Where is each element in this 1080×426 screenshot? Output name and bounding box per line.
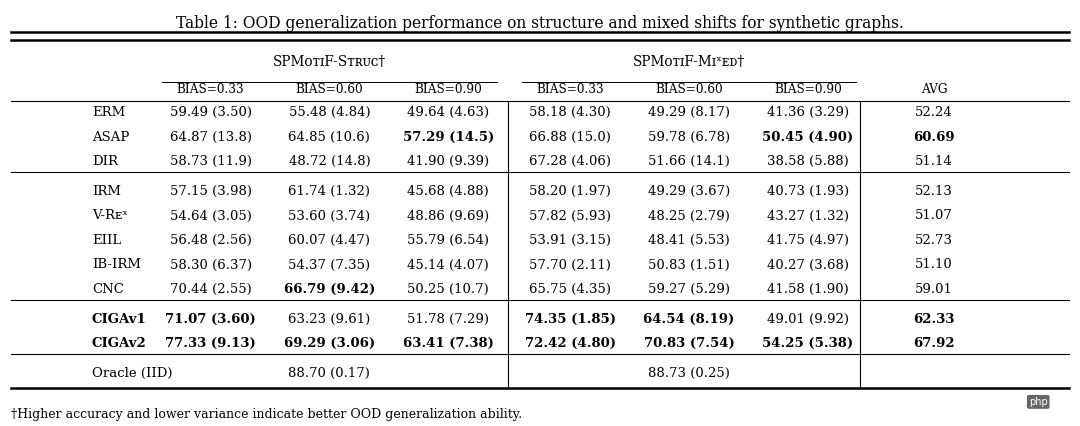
Text: 61.74 (1.32): 61.74 (1.32) (288, 185, 370, 198)
Text: 52.13: 52.13 (915, 185, 954, 198)
Text: 64.54 (8.19): 64.54 (8.19) (644, 313, 734, 325)
Text: 49.64 (4.63): 49.64 (4.63) (407, 106, 489, 119)
Text: 51.78 (7.29): 51.78 (7.29) (407, 313, 489, 325)
Text: Oracle (IID): Oracle (IID) (92, 367, 173, 380)
Text: 54.64 (3.05): 54.64 (3.05) (170, 210, 252, 222)
Text: 57.82 (5.93): 57.82 (5.93) (529, 210, 611, 222)
Text: IB-IRM: IB-IRM (92, 259, 140, 271)
Text: 57.70 (2.11): 57.70 (2.11) (529, 259, 611, 271)
Text: 54.25 (5.38): 54.25 (5.38) (762, 337, 853, 350)
Text: php: php (1029, 397, 1048, 407)
Text: 48.41 (5.53): 48.41 (5.53) (648, 234, 730, 247)
Text: 52.73: 52.73 (915, 234, 954, 247)
Text: 88.70 (0.17): 88.70 (0.17) (288, 367, 370, 380)
Text: 49.29 (3.67): 49.29 (3.67) (648, 185, 730, 198)
Text: 58.30 (6.37): 58.30 (6.37) (170, 259, 252, 271)
Text: 66.79 (9.42): 66.79 (9.42) (284, 283, 375, 296)
Text: 72.42 (4.80): 72.42 (4.80) (525, 337, 616, 350)
Text: BIAS=0.33: BIAS=0.33 (177, 83, 244, 96)
Text: 51.10: 51.10 (916, 259, 953, 271)
Text: AVG: AVG (921, 83, 947, 96)
Text: IRM: IRM (92, 185, 121, 198)
Text: 58.73 (11.9): 58.73 (11.9) (170, 155, 252, 168)
Text: 60.07 (4.47): 60.07 (4.47) (288, 234, 370, 247)
Text: 49.01 (9.92): 49.01 (9.92) (767, 313, 849, 325)
Text: 43.27 (1.32): 43.27 (1.32) (767, 210, 849, 222)
Text: 71.07 (3.60): 71.07 (3.60) (165, 313, 256, 325)
Text: 51.14: 51.14 (916, 155, 953, 168)
Text: 48.25 (2.79): 48.25 (2.79) (648, 210, 730, 222)
Text: 50.25 (10.7): 50.25 (10.7) (407, 283, 489, 296)
Text: 69.29 (3.06): 69.29 (3.06) (284, 337, 375, 350)
Text: 65.75 (4.35): 65.75 (4.35) (529, 283, 611, 296)
Text: 59.27 (5.29): 59.27 (5.29) (648, 283, 730, 296)
Text: SPMᴏᴛɪF-Sᴛʀᴜᴄ†: SPMᴏᴛɪF-Sᴛʀᴜᴄ† (273, 55, 386, 69)
Text: BIAS=0.90: BIAS=0.90 (774, 83, 841, 96)
Text: 70.44 (2.55): 70.44 (2.55) (170, 283, 252, 296)
Text: 74.35 (1.85): 74.35 (1.85) (525, 313, 616, 325)
Text: 58.20 (1.97): 58.20 (1.97) (529, 185, 611, 198)
Text: 40.73 (1.93): 40.73 (1.93) (767, 185, 849, 198)
Text: BIAS=0.90: BIAS=0.90 (415, 83, 482, 96)
Text: 41.36 (3.29): 41.36 (3.29) (767, 106, 849, 119)
Text: 59.78 (6.78): 59.78 (6.78) (648, 131, 730, 144)
Text: 51.07: 51.07 (915, 210, 954, 222)
Text: SPMᴏᴛɪF-Mɪˣᴇᴅ†: SPMᴏᴛɪF-Mɪˣᴇᴅ† (633, 55, 745, 69)
Text: BIAS=0.60: BIAS=0.60 (296, 83, 363, 96)
Text: BIAS=0.33: BIAS=0.33 (537, 83, 604, 96)
Text: BIAS=0.60: BIAS=0.60 (656, 83, 723, 96)
Text: 77.33 (9.13): 77.33 (9.13) (165, 337, 256, 350)
Text: 53.60 (3.74): 53.60 (3.74) (288, 210, 370, 222)
Text: CNC: CNC (92, 283, 124, 296)
Text: †Higher accuracy and lower variance indicate better OOD generalization ability.: †Higher accuracy and lower variance indi… (11, 408, 522, 420)
Text: 66.88 (15.0): 66.88 (15.0) (529, 131, 611, 144)
Text: 63.41 (7.38): 63.41 (7.38) (403, 337, 494, 350)
Text: 54.37 (7.35): 54.37 (7.35) (288, 259, 370, 271)
Text: CIGAv2: CIGAv2 (92, 337, 147, 350)
Text: 60.69: 60.69 (914, 131, 955, 144)
Text: 41.90 (9.39): 41.90 (9.39) (407, 155, 489, 168)
Text: 48.72 (14.8): 48.72 (14.8) (288, 155, 370, 168)
Text: ERM: ERM (92, 106, 125, 119)
Text: 59.01: 59.01 (915, 283, 954, 296)
Text: 40.27 (3.68): 40.27 (3.68) (767, 259, 849, 271)
Text: 64.85 (10.6): 64.85 (10.6) (288, 131, 370, 144)
Text: 55.48 (4.84): 55.48 (4.84) (288, 106, 370, 119)
Text: 55.79 (6.54): 55.79 (6.54) (407, 234, 489, 247)
Text: 67.92: 67.92 (914, 337, 955, 350)
Text: 52.24: 52.24 (916, 106, 953, 119)
Text: 64.87 (13.8): 64.87 (13.8) (170, 131, 252, 144)
Text: 41.75 (4.97): 41.75 (4.97) (767, 234, 849, 247)
Text: 57.29 (14.5): 57.29 (14.5) (403, 131, 494, 144)
Text: 67.28 (4.06): 67.28 (4.06) (529, 155, 611, 168)
Text: 70.83 (7.54): 70.83 (7.54) (644, 337, 734, 350)
Text: 62.33: 62.33 (914, 313, 955, 325)
Text: 51.66 (14.1): 51.66 (14.1) (648, 155, 730, 168)
Text: Table 1: OOD generalization performance on structure and mixed shifts for synthe: Table 1: OOD generalization performance … (176, 15, 904, 32)
Text: CIGAv1: CIGAv1 (92, 313, 147, 325)
Text: V-Rᴇˣ: V-Rᴇˣ (92, 210, 127, 222)
Text: 49.29 (8.17): 49.29 (8.17) (648, 106, 730, 119)
Text: 50.45 (4.90): 50.45 (4.90) (762, 131, 853, 144)
Text: 56.48 (2.56): 56.48 (2.56) (170, 234, 252, 247)
Text: 45.14 (4.07): 45.14 (4.07) (407, 259, 489, 271)
Text: DIR: DIR (92, 155, 118, 168)
Text: 63.23 (9.61): 63.23 (9.61) (288, 313, 370, 325)
Text: EIIL: EIIL (92, 234, 121, 247)
Text: 38.58 (5.88): 38.58 (5.88) (767, 155, 849, 168)
Text: 59.49 (3.50): 59.49 (3.50) (170, 106, 252, 119)
Text: 45.68 (4.88): 45.68 (4.88) (407, 185, 489, 198)
Text: 50.83 (1.51): 50.83 (1.51) (648, 259, 730, 271)
Text: 58.18 (4.30): 58.18 (4.30) (529, 106, 611, 119)
Text: 41.58 (1.90): 41.58 (1.90) (767, 283, 849, 296)
Text: 53.91 (3.15): 53.91 (3.15) (529, 234, 611, 247)
Text: 88.73 (0.25): 88.73 (0.25) (648, 367, 730, 380)
Text: ASAP: ASAP (92, 131, 130, 144)
Text: 48.86 (9.69): 48.86 (9.69) (407, 210, 489, 222)
Text: 57.15 (3.98): 57.15 (3.98) (170, 185, 252, 198)
